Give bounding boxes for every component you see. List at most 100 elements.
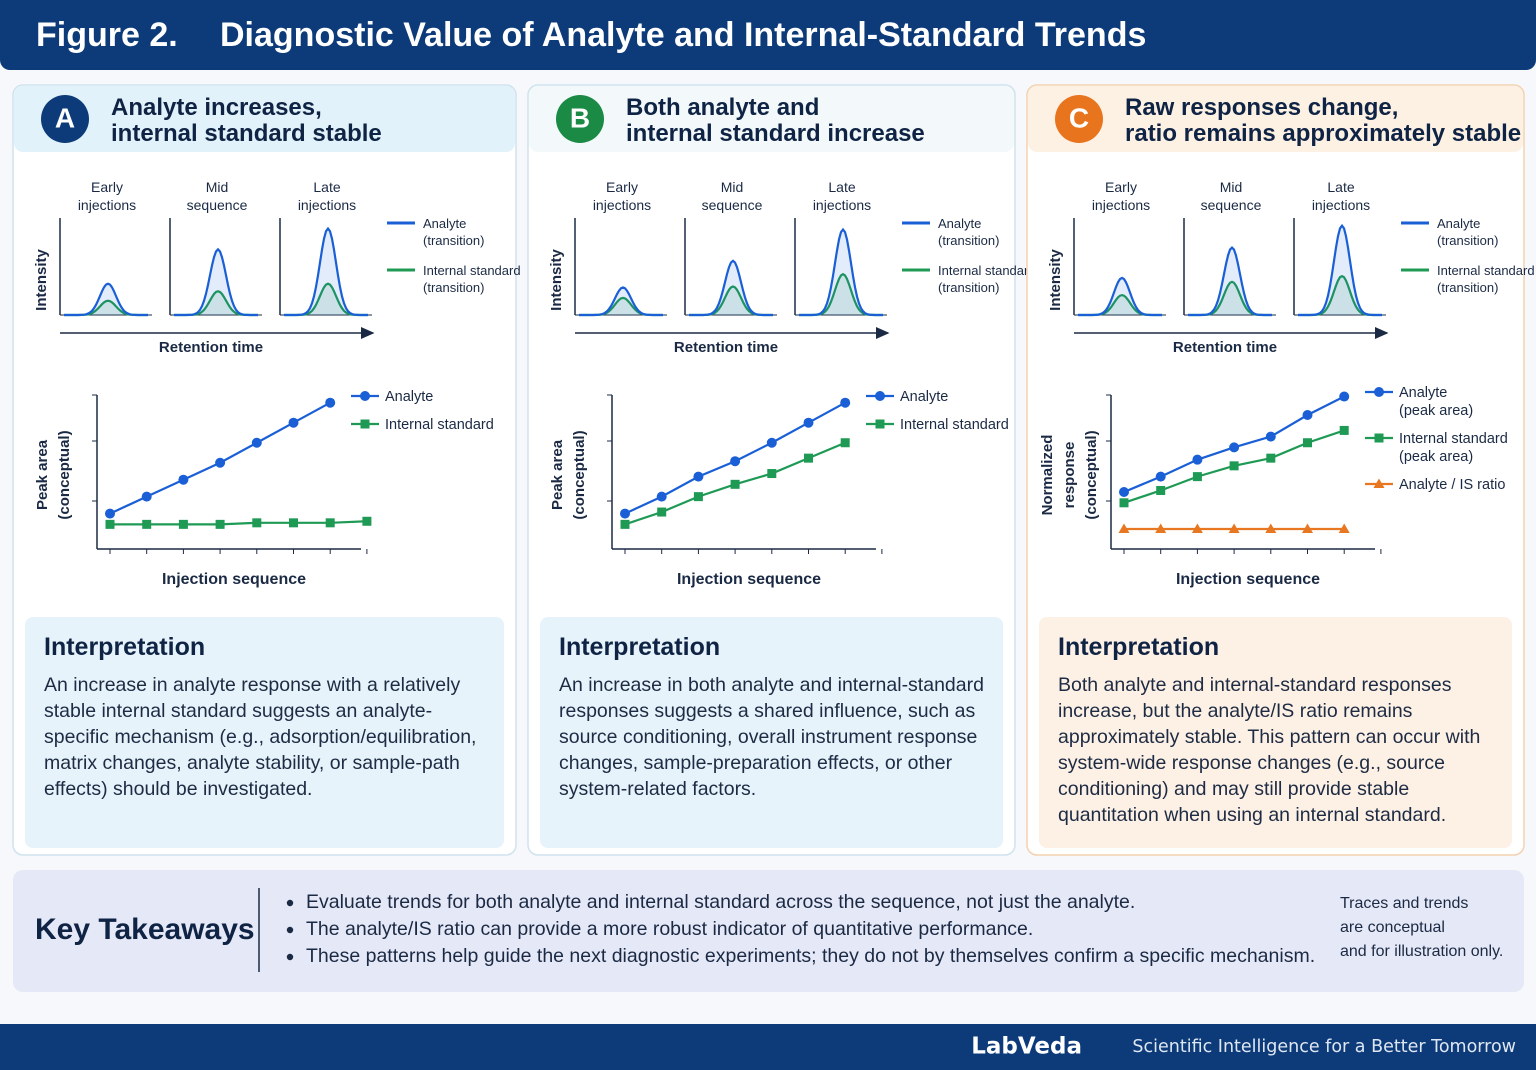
data-point [251,437,262,448]
panel-title: internal standard increase [626,120,925,147]
interpretation-heading: Interpretation [44,633,206,661]
legend-marker [1374,387,1384,397]
panel-badge [556,95,604,143]
data-point [1338,523,1350,533]
legend-label: (peak area) [1399,403,1473,419]
peak-fill [1298,276,1382,315]
data-point [1155,471,1166,482]
legend-label: Internal standard [423,263,521,278]
interpretation-text: Both analyte and internal-standard respo… [1058,674,1481,826]
data-point [693,492,703,502]
figure-title: Diagnostic Value of Analyte and Internal… [220,16,1146,54]
y-axis-label: Intensity [548,249,565,311]
legend-label: (transition) [423,280,484,295]
data-point [730,479,740,489]
peak [799,227,883,317]
stage-label: injections [298,197,356,213]
legend-label: Analyte [938,216,981,231]
y-axis-label: response [1061,442,1078,509]
bullet-dot [286,926,294,934]
stage-label: sequence [1201,197,1262,213]
panel-badge [1055,95,1103,143]
data-point [215,519,225,529]
data-point [1266,453,1276,463]
stage-label: Late [828,179,855,195]
data-point [657,507,667,517]
legend-label: Analyte [1399,385,1447,401]
legend-label: (transition) [938,233,999,248]
legend-label: Analyte [900,389,948,405]
peak-fill [284,228,368,315]
data-point [1192,472,1202,482]
data-point [1339,391,1350,402]
data-point [105,508,115,519]
peak [689,259,773,317]
panel-letter: B [570,102,590,133]
data-point [1302,523,1313,533]
data-point [1192,454,1203,465]
takeaways-box [13,870,1524,992]
peak-fill [579,287,663,315]
data-point [1339,425,1349,435]
x-axis-label: Injection sequence [1176,571,1320,588]
panel-title: Raw responses change, [1125,94,1398,121]
x-axis-label: Retention time [1173,339,1277,356]
stage-label: sequence [702,197,763,213]
peak-fill [579,297,663,315]
data-point [1119,498,1129,508]
interpretation-text: An increase in analyte response with a r… [44,674,477,800]
trend-line [110,520,367,526]
panel-badge [41,95,89,143]
peak-fill [1188,281,1272,315]
legend-label: Internal standard [1437,263,1535,278]
peak-fill [1298,225,1382,315]
legend-label: (transition) [1437,280,1498,295]
stage-label: injections [813,197,871,213]
panel-letter: A [55,102,75,133]
data-point [252,518,262,528]
legend-label: Analyte / IS ratio [1399,477,1505,493]
y-axis-label: (conceptual) [56,430,73,519]
data-point [1155,523,1167,533]
stage-label: Late [1327,179,1354,195]
takeaway: Evaluate trends for both analyte and int… [306,891,1135,913]
bullet-dot [286,953,294,961]
y-axis-label: Peak area [34,439,51,510]
peak-fill [799,229,883,315]
panel-title: Analyte increases, [111,94,322,121]
panel-title: Both analyte and [626,94,819,121]
panel-letter: C [1069,102,1089,133]
legend-marker [875,419,885,429]
stage-label: Early [1105,179,1137,195]
data-point [1303,438,1312,448]
y-axis-label: Normalized [1039,435,1056,516]
data-point [1265,431,1276,442]
interpretation-box: Interpretation Both analyte and internal-… [1039,617,1512,848]
peak-fill [1188,247,1272,315]
data-point [656,491,667,502]
header-bar [0,0,1536,70]
bullet-dot [286,899,294,907]
takeaway: The analyte/IS ratio can provide a more … [306,918,1033,940]
takeaways-heading: Key Takeaways [35,913,255,946]
peak [1188,246,1272,317]
peak [64,282,148,317]
x-axis-label: Injection sequence [677,571,821,588]
legend-marker [1374,433,1384,443]
legend-marker [360,391,370,401]
data-point [620,519,630,529]
stage-label: injections [1092,197,1150,213]
peak-fill [689,286,773,315]
peak [579,286,663,317]
interpretation-heading: Interpretation [1058,633,1220,661]
legend-label: Internal standard [900,417,1009,433]
data-point [105,519,115,529]
peak [1078,276,1162,317]
peak-fill [799,274,883,315]
y-axis-label: Intensity [1047,249,1064,311]
stage-label: Early [91,179,123,195]
legend-label: (peak area) [1399,449,1473,465]
figure-number: Figure 2. [36,16,178,54]
data-point [840,397,851,408]
